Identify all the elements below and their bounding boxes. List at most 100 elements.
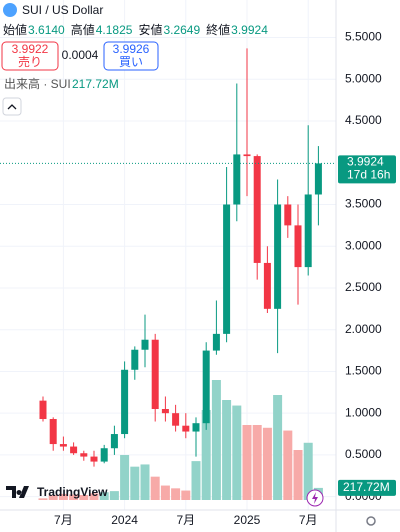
symbol: SUI / US Dollar bbox=[22, 3, 103, 17]
volume-bar bbox=[120, 455, 130, 500]
volume-bar bbox=[48, 495, 58, 500]
candle-layer bbox=[39, 48, 322, 467]
y-tick-label: 0.5000 bbox=[345, 447, 382, 461]
candle-body bbox=[172, 413, 180, 426]
candle-body bbox=[212, 333, 220, 351]
volume-bar bbox=[140, 464, 150, 500]
candle-body bbox=[192, 423, 200, 432]
candle-body bbox=[243, 154, 251, 157]
volume-bar bbox=[58, 493, 68, 500]
ohlc-row: 始値 3.6140 高値 4.1825 安値 3.2649 終値 3.9924 bbox=[3, 22, 268, 37]
volume-bar bbox=[171, 488, 181, 500]
collapse-button[interactable] bbox=[2, 97, 22, 116]
candle-body bbox=[39, 400, 47, 420]
candle-body bbox=[202, 350, 210, 424]
candle-body bbox=[100, 448, 108, 462]
ohlc-label: 始値 bbox=[3, 22, 27, 37]
volume-bar bbox=[222, 400, 232, 500]
brand: TradingView bbox=[37, 485, 108, 499]
price-tag bbox=[338, 155, 396, 184]
symbol-icon bbox=[3, 3, 17, 17]
y-tick-label: 2.5000 bbox=[345, 280, 382, 294]
volume-bar bbox=[303, 442, 313, 500]
sell-price: 3.9922 bbox=[12, 42, 49, 56]
candle-body bbox=[59, 444, 67, 447]
ohlc-value: 3.9924 bbox=[231, 23, 268, 37]
volume-bar bbox=[99, 492, 109, 500]
ohlc-value: 3.2649 bbox=[163, 23, 200, 37]
candle-body bbox=[263, 262, 271, 309]
volume-bar bbox=[79, 495, 89, 500]
candle-body bbox=[223, 204, 231, 334]
y-tick-label: 5.5000 bbox=[345, 30, 382, 44]
ohlc-label: 安値 bbox=[138, 22, 162, 37]
volume-bar bbox=[211, 380, 221, 500]
volume-tag bbox=[338, 479, 396, 496]
y-tick-label: 2.0000 bbox=[345, 322, 382, 336]
volume-tag-label: 217.72M bbox=[343, 480, 390, 494]
volume-bar bbox=[160, 485, 170, 500]
candle-body bbox=[274, 204, 282, 309]
y-tick-label: 4.5000 bbox=[345, 113, 382, 127]
volume-bar bbox=[150, 476, 160, 500]
volume-bar bbox=[262, 427, 272, 500]
buy-button[interactable] bbox=[103, 41, 159, 71]
x-tick-label: 2025 bbox=[234, 513, 261, 527]
axis-layer: 0.00000.50001.00001.50002.00002.50003.00… bbox=[0, 30, 396, 527]
y-tick-label: 5.0000 bbox=[345, 71, 382, 85]
last-price-label: 3.9924 bbox=[347, 155, 384, 169]
candle-body bbox=[233, 154, 241, 205]
candle-body bbox=[161, 409, 169, 414]
volume-bar bbox=[38, 498, 48, 500]
volume-bar bbox=[232, 405, 242, 500]
candle-body bbox=[182, 425, 190, 432]
volume-bar bbox=[201, 410, 211, 500]
volume-bar bbox=[273, 395, 283, 500]
y-tick-label: 1.5000 bbox=[345, 364, 382, 378]
volume-bar bbox=[252, 425, 262, 500]
settings-icon[interactable] bbox=[366, 516, 376, 526]
candle-body bbox=[121, 369, 129, 435]
candle-body bbox=[253, 156, 261, 263]
sell-button[interactable] bbox=[1, 41, 59, 71]
spread: 0.0004 bbox=[62, 48, 99, 62]
x-tick-label: 7月 bbox=[54, 513, 73, 527]
candle-body bbox=[141, 339, 149, 350]
candle-body bbox=[49, 419, 57, 445]
buy-price: 3.9926 bbox=[113, 42, 150, 56]
candle-body bbox=[80, 453, 88, 457]
y-tick-label: 3.5000 bbox=[345, 197, 382, 211]
candle-body bbox=[110, 434, 118, 449]
candle-body bbox=[151, 339, 159, 410]
volume-bar bbox=[89, 493, 99, 500]
ohlc-value: 4.1825 bbox=[96, 23, 133, 37]
volume-bar bbox=[283, 430, 293, 500]
candle-body bbox=[131, 349, 139, 370]
ohlc-label: 終値 bbox=[206, 22, 230, 37]
ohlc-label: 高値 bbox=[71, 22, 95, 37]
volume-bar bbox=[130, 466, 140, 500]
candle-body bbox=[304, 194, 312, 268]
volume-value: 217.72M bbox=[72, 77, 119, 91]
x-tick-label: 7月 bbox=[176, 513, 195, 527]
volume-bar bbox=[109, 491, 119, 500]
volume-bar bbox=[69, 494, 79, 500]
sell-label: 売り bbox=[18, 54, 42, 69]
volume-bar bbox=[242, 425, 252, 500]
logo-mark bbox=[6, 486, 29, 498]
ohlc-value: 3.6140 bbox=[28, 23, 65, 37]
candle-body bbox=[284, 204, 292, 226]
countdown: 17d 16h bbox=[347, 168, 390, 182]
volume-title: 出来高 · SUI bbox=[4, 76, 71, 91]
volume-bar bbox=[191, 461, 201, 500]
x-tick-label: 7月 bbox=[299, 513, 318, 527]
volume-bar bbox=[181, 490, 191, 500]
y-tick-label: 1.0000 bbox=[345, 405, 382, 419]
y-tick-label: 3.0000 bbox=[345, 238, 382, 252]
candle-body bbox=[90, 456, 98, 462]
buy-label: 買い bbox=[119, 55, 143, 69]
lightning-icon bbox=[312, 492, 318, 504]
x-tick-label: 2024 bbox=[111, 513, 138, 527]
